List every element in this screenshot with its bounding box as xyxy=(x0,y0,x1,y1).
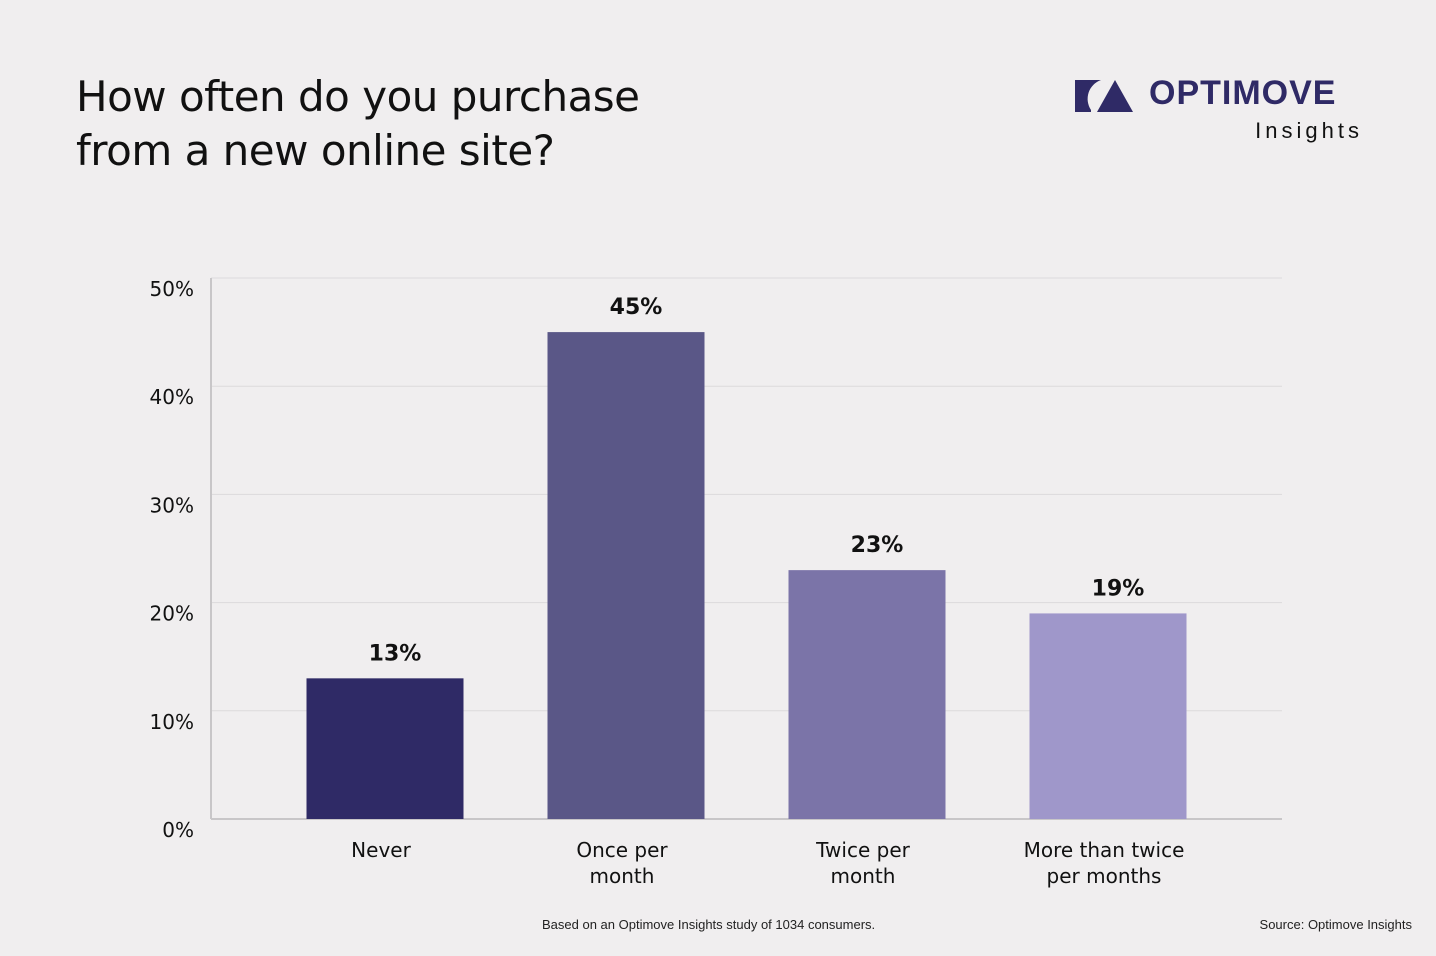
footer-note: Based on an Optimove Insights study of 1… xyxy=(542,917,876,932)
x-tick-label: Never xyxy=(351,838,411,862)
chart-title: How often do you purchase from a new onl… xyxy=(76,70,640,178)
data-label: 19% xyxy=(1092,576,1145,601)
bar xyxy=(788,570,946,819)
x-tick-label: Twice per xyxy=(815,838,910,862)
logo-subtitle: Insights xyxy=(1255,118,1363,143)
bar xyxy=(306,678,464,819)
footer-source: Source: Optimove Insights xyxy=(1259,917,1412,932)
x-tick-label: More than twice xyxy=(1024,838,1185,862)
y-tick-label: 50% xyxy=(150,277,194,301)
data-label: 13% xyxy=(369,641,422,666)
y-tick-label: 10% xyxy=(150,710,194,734)
x-tick-label: per months xyxy=(1047,864,1162,888)
logo-wordmark: OPTIMOVE xyxy=(1149,74,1337,112)
logo-mark-icon xyxy=(1075,80,1133,112)
bar xyxy=(547,332,705,819)
x-tick-label: month xyxy=(590,864,655,888)
bar xyxy=(1029,613,1187,819)
y-tick-label: 20% xyxy=(150,602,194,626)
data-label: 23% xyxy=(851,533,904,558)
data-label: 45% xyxy=(610,295,663,320)
y-tick-label: 40% xyxy=(150,385,194,409)
title-line-1: How often do you purchase xyxy=(76,72,640,121)
y-tick-label: 0% xyxy=(162,818,194,842)
x-tick-label: Once per xyxy=(576,838,668,862)
x-tick-label: month xyxy=(831,864,896,888)
title-line-2: from a new online site? xyxy=(76,126,555,175)
y-tick-label: 30% xyxy=(150,493,194,517)
